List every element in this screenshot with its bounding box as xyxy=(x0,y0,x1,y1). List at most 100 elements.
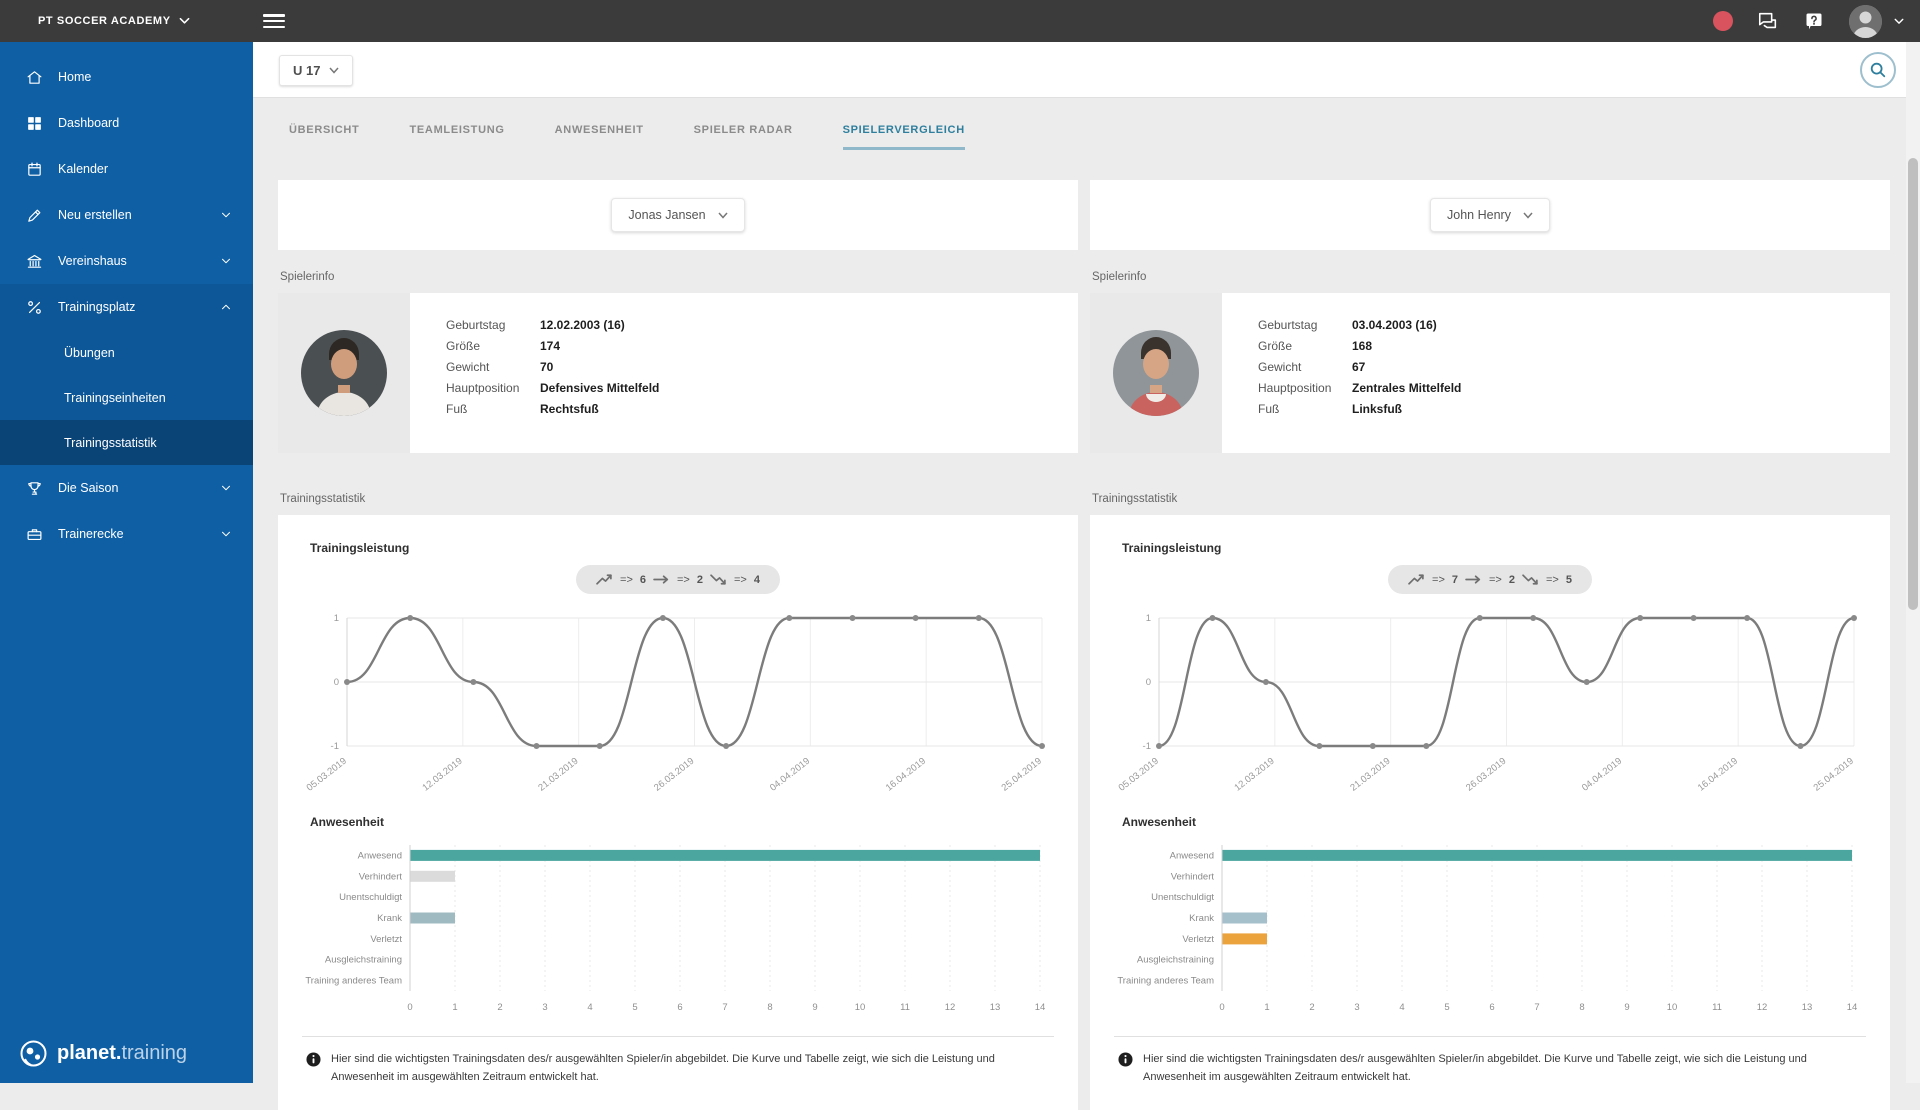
sidebar-item-vereinshaus[interactable]: Vereinshaus xyxy=(0,238,253,284)
info-label: Geburtstag xyxy=(446,318,506,332)
svg-text:12.03.2019: 12.03.2019 xyxy=(1232,756,1276,794)
search-button[interactable] xyxy=(1860,52,1896,88)
topbar: PT SOCCER ACADEMY xyxy=(0,0,1920,42)
training-stats-card: Trainingsleistung => 6 => 2 => 4 05.03.2019… xyxy=(278,515,1078,1110)
svg-text:-1: -1 xyxy=(331,741,339,752)
section-label-spielerinfo: Spielerinfo xyxy=(280,271,335,283)
svg-text:8: 8 xyxy=(767,1002,772,1013)
svg-text:12: 12 xyxy=(1757,1002,1768,1013)
svg-text:Krank: Krank xyxy=(1189,913,1214,924)
chevron-down-icon xyxy=(329,67,340,74)
performance-chart-title: Trainingsleistung xyxy=(1122,541,1222,555)
footnote: Hier sind die wichtigsten Trainingsdaten… xyxy=(1114,1050,1866,1086)
player-select-right[interactable]: John Henry xyxy=(1430,198,1550,232)
chevron-down-icon xyxy=(1523,212,1533,219)
svg-text:Verhindert: Verhindert xyxy=(359,871,403,882)
sidebar-group-trainingsplatz: Trainingsplatz Übungen Trainingseinheite… xyxy=(0,284,253,465)
svg-text:7: 7 xyxy=(722,1002,727,1013)
divider xyxy=(302,1036,1054,1037)
tab-spieler-radar[interactable]: SPIELER RADAR xyxy=(693,124,793,136)
svg-text:4: 4 xyxy=(1399,1002,1404,1013)
info-label: Fuß xyxy=(1258,402,1280,416)
svg-text:21.03.2019: 21.03.2019 xyxy=(536,756,580,794)
svg-text:6: 6 xyxy=(677,1002,682,1013)
svg-text:26.03.2019: 26.03.2019 xyxy=(1464,756,1508,794)
sidebar-subitem-label: Trainingsstatistik xyxy=(64,435,157,450)
player-column-left: Jonas Jansen Spielerinfo Geburtstag 12.02… xyxy=(278,180,1078,1110)
svg-text:05.03.2019: 05.03.2019 xyxy=(1117,756,1161,794)
info-value: 174 xyxy=(540,339,561,353)
planet-training-logo[interactable]: planet.training xyxy=(20,1040,187,1067)
svg-text:6: 6 xyxy=(1489,1002,1494,1013)
tab-uebersicht[interactable]: ÜBERSICHT xyxy=(289,124,360,136)
user-avatar[interactable] xyxy=(1849,4,1882,38)
sidebar-item-neu-erstellen[interactable]: Neu erstellen xyxy=(0,192,253,238)
sidebar-item-home[interactable]: Home xyxy=(0,54,253,100)
sidebar-item-label: Dashboard xyxy=(58,116,120,130)
player-photo-box xyxy=(278,293,410,453)
topbar-actions xyxy=(1713,0,1904,42)
sidebar: Home Dashboard Kalender Neu erstellen Ve… xyxy=(0,42,253,1083)
user-menu-caret-icon[interactable] xyxy=(1894,18,1904,25)
help-icon[interactable] xyxy=(1803,10,1825,32)
player-column-right: John Henry Spielerinfo Geburtstag 03.04.2… xyxy=(1090,180,1890,1110)
attendance-chart-title: Anwesenheit xyxy=(1122,815,1197,829)
svg-text:1: 1 xyxy=(334,613,339,624)
chevron-down-icon xyxy=(718,212,728,219)
tab-teamleistung[interactable]: TEAMLEISTUNG xyxy=(409,124,505,136)
sidebar-item-trainerecke[interactable]: Trainerecke xyxy=(0,511,253,557)
svg-text:Training anderes Team: Training anderes Team xyxy=(1117,976,1214,987)
performance-line-chart: 05.03.2019 12.03.2019 21.03.2019 26.03.2019… xyxy=(302,604,1054,809)
svg-text:Krank: Krank xyxy=(377,913,402,924)
dashboard-icon xyxy=(28,116,41,130)
tab-spielervergleich[interactable]: SPIELERVERGLEICH xyxy=(842,124,965,150)
trend-down-icon xyxy=(1522,574,1538,585)
calendar-icon xyxy=(28,162,41,176)
info-label: Hauptposition xyxy=(446,381,520,395)
sidebar-subitem-trainingsstatistik[interactable]: Trainingsstatistik xyxy=(0,420,253,465)
svg-text:25.04.2019: 25.04.2019 xyxy=(1000,756,1044,794)
trend-summary-pill: => 6 => 2 => 4 xyxy=(576,565,780,594)
messages-icon[interactable] xyxy=(1757,10,1779,32)
sidebar-item-die-saison[interactable]: Die Saison xyxy=(0,465,253,511)
tab-anwesenheit[interactable]: ANWESENHEIT xyxy=(554,124,644,136)
org-switcher[interactable]: PT SOCCER ACADEMY xyxy=(38,0,190,42)
svg-text:Verletzt: Verletzt xyxy=(1182,934,1214,945)
svg-text:3: 3 xyxy=(542,1002,547,1013)
attendance-bar-chart: 0 1 2 3 4 5 6 7 8 9 10 11 12 13 14 Anwesend Verhindert Un… xyxy=(302,839,1054,1022)
team-select[interactable]: U 17 xyxy=(279,55,354,86)
sidebar-subitem-uebungen[interactable]: Übungen xyxy=(0,330,253,375)
briefcase-icon xyxy=(27,528,42,540)
svg-text:11: 11 xyxy=(900,1002,910,1013)
player-info-card: Geburtstag 12.02.2003 (16) Größe 174 Gewic… xyxy=(278,293,1078,453)
svg-text:-1: -1 xyxy=(1143,741,1151,752)
svg-text:16.04.2019: 16.04.2019 xyxy=(1696,756,1740,794)
svg-text:14: 14 xyxy=(1847,1002,1858,1013)
main-area: U 17 ÜBERSICHT TEAMLEISTUNG ANWESENHEIT … xyxy=(253,42,1920,1110)
chevron-down-icon xyxy=(179,17,190,24)
sidebar-item-dashboard[interactable]: Dashboard xyxy=(0,100,253,146)
svg-text:8: 8 xyxy=(1579,1002,1584,1013)
player-select-left[interactable]: Jonas Jansen xyxy=(611,198,745,232)
player-info-card: Geburtstag 03.04.2003 (16) Größe 168 Gewic… xyxy=(1090,293,1890,453)
notification-badge[interactable] xyxy=(1713,11,1733,31)
menu-toggle-button[interactable] xyxy=(263,11,285,31)
scrollbar-thumb[interactable] xyxy=(1908,158,1918,610)
svg-text:1: 1 xyxy=(452,1002,457,1013)
sidebar-item-trainingsplatz[interactable]: Trainingsplatz xyxy=(0,284,253,330)
svg-text:04.04.2019: 04.04.2019 xyxy=(1580,756,1624,794)
svg-text:10: 10 xyxy=(1667,1002,1678,1013)
svg-text:05.03.2019: 05.03.2019 xyxy=(305,756,349,794)
svg-text:10: 10 xyxy=(855,1002,866,1013)
player-photo xyxy=(301,330,387,416)
svg-text:Anwesend: Anwesend xyxy=(358,850,402,861)
search-icon xyxy=(1870,62,1886,78)
pencil-icon xyxy=(28,209,41,222)
footnote: Hier sind die wichtigsten Trainingsdaten… xyxy=(302,1050,1054,1086)
info-label: Gewicht xyxy=(1258,360,1302,374)
svg-text:0: 0 xyxy=(407,1002,412,1013)
sidebar-item-kalender[interactable]: Kalender xyxy=(0,146,253,192)
info-value: 67 xyxy=(1352,360,1366,374)
svg-text:0: 0 xyxy=(334,677,339,688)
sidebar-subitem-trainingseinheiten[interactable]: Trainingseinheiten xyxy=(0,375,253,420)
